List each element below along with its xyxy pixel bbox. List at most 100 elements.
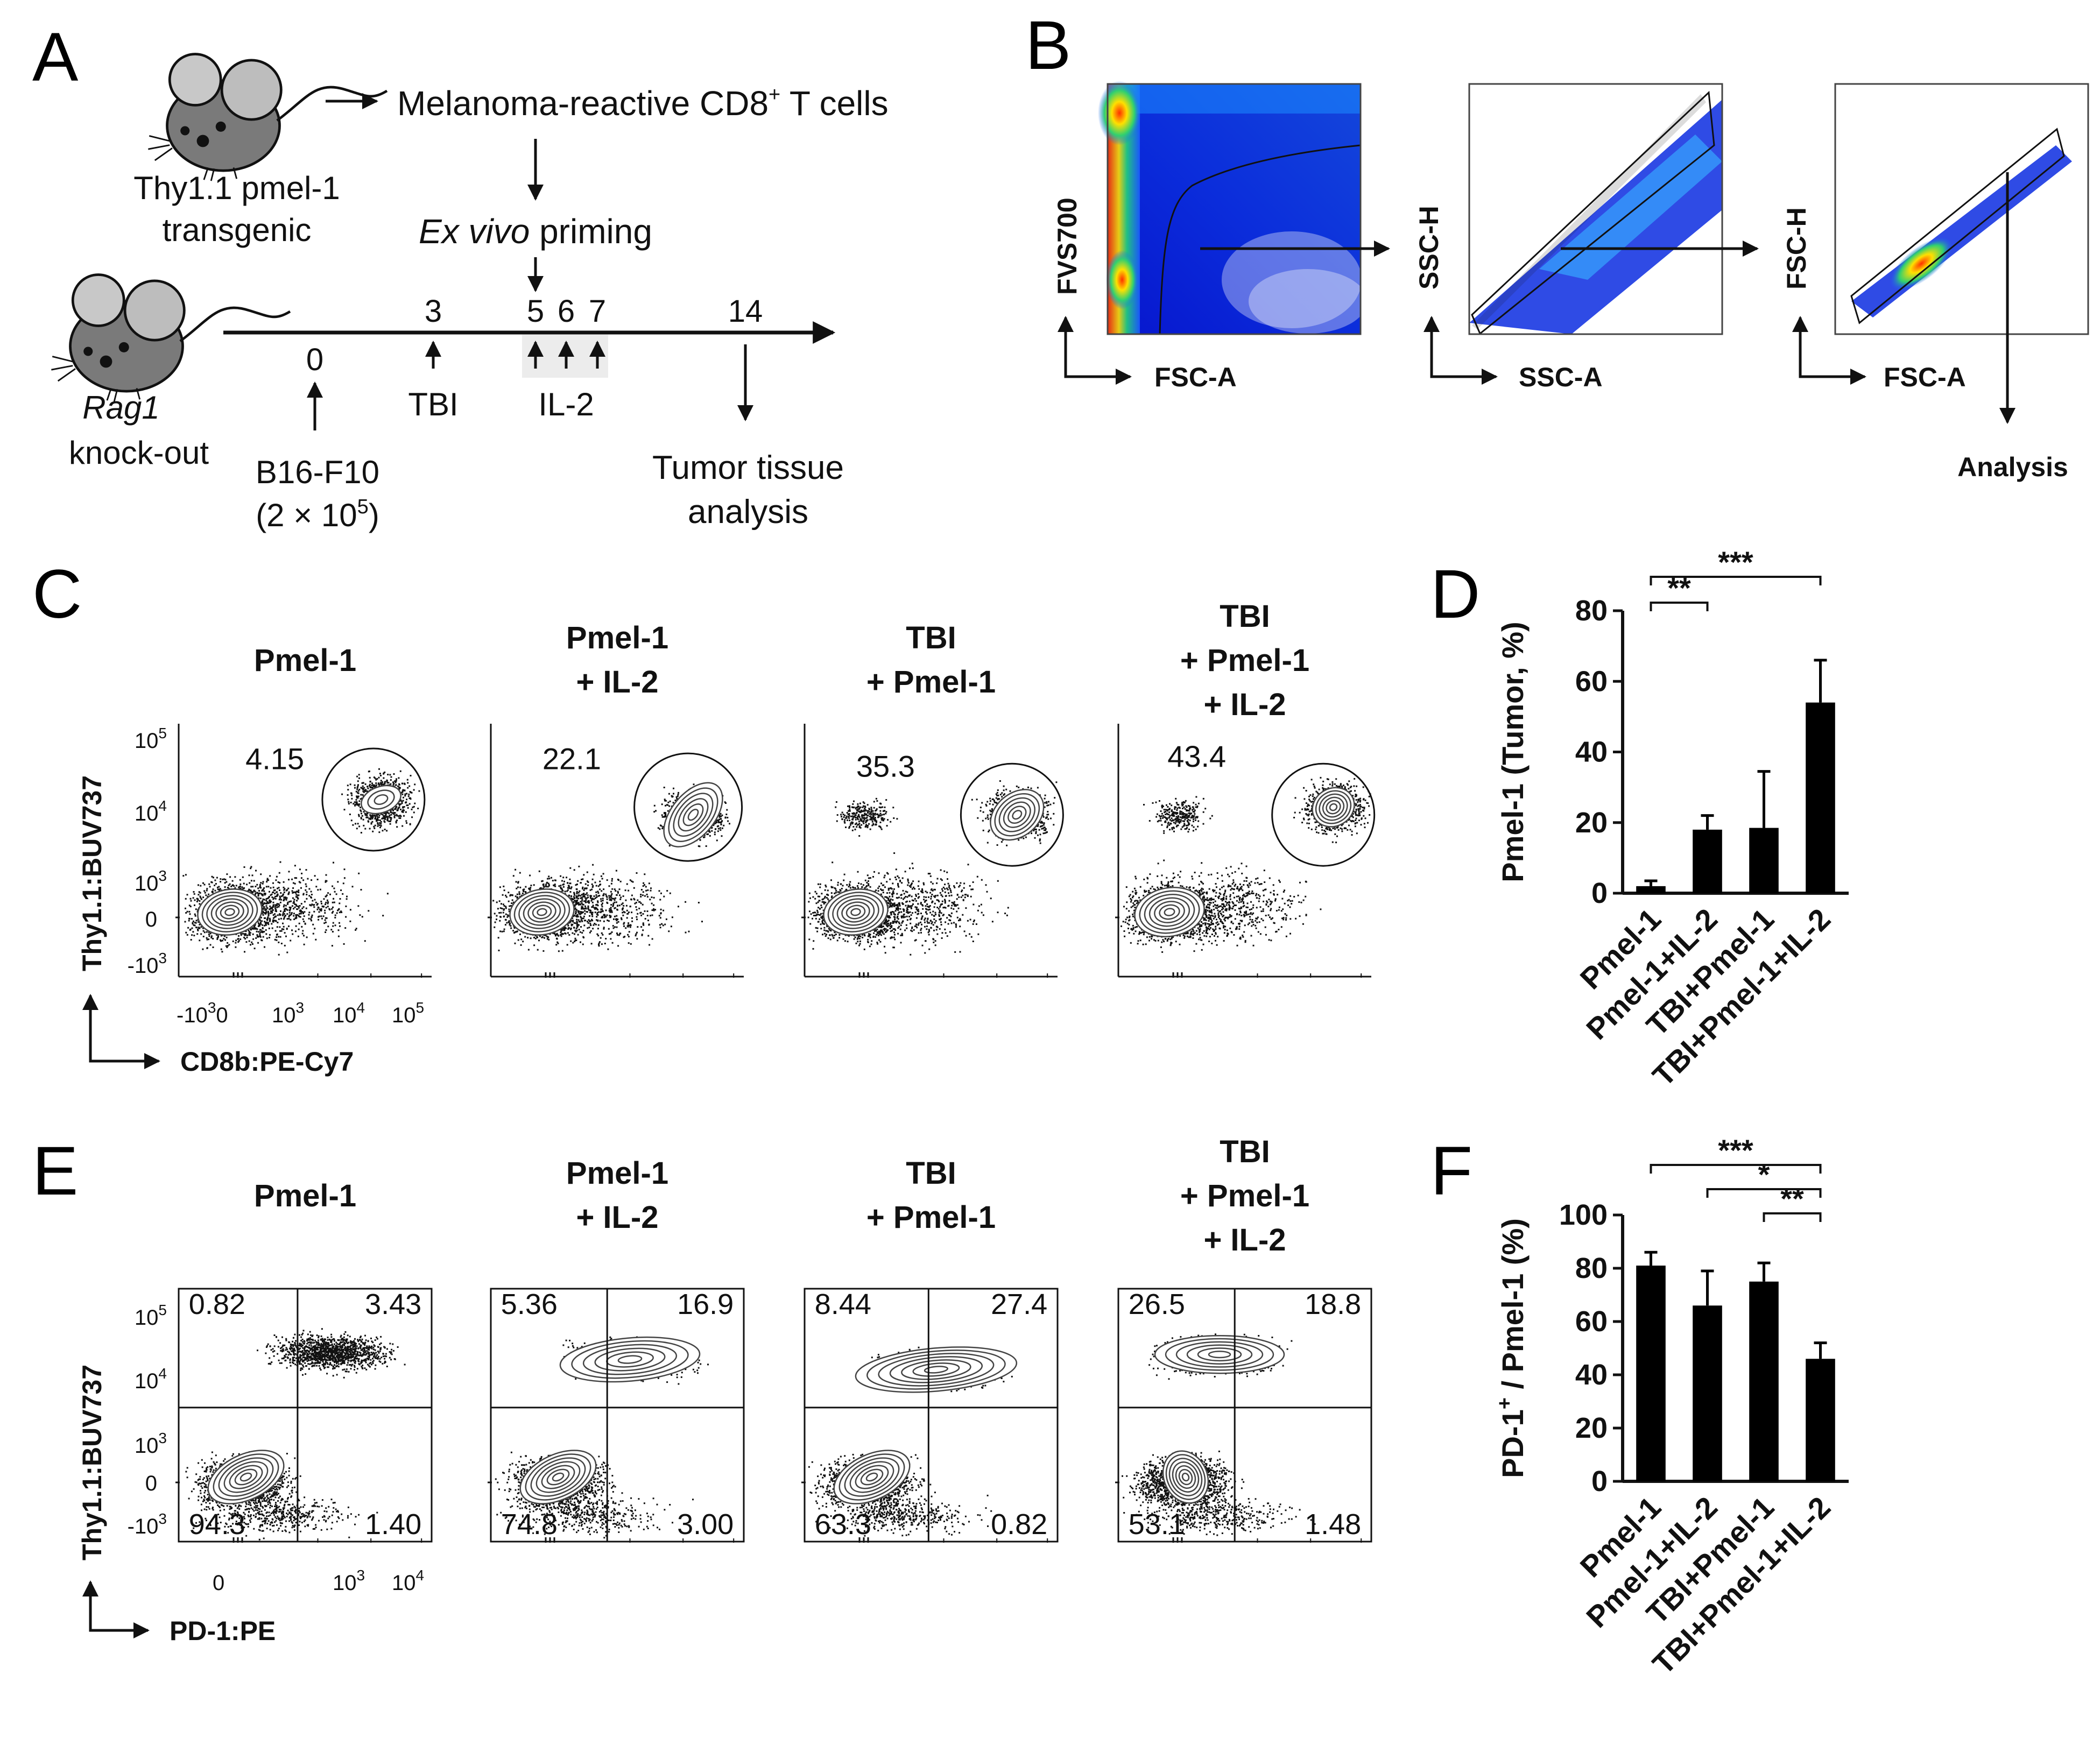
density-contour — [994, 793, 1040, 837]
bar-1 — [1636, 1266, 1666, 1481]
quadrant-percentage-ul: 8.44 — [815, 1288, 871, 1320]
density-contour — [617, 1355, 643, 1364]
density-contour — [220, 905, 240, 920]
quadrant-percentage-lr: 0.82 — [991, 1508, 1047, 1541]
density-contour — [1003, 801, 1031, 828]
panel-e: Thy1.1:BUV737 PD-1:PE 105 104 103 0 -103… — [77, 1134, 1372, 1646]
cd8-gate — [321, 747, 426, 852]
svg-text:-103: -103 — [128, 1510, 167, 1538]
density-contour — [234, 1468, 258, 1486]
significance-label: * — [1758, 1157, 1770, 1191]
svg-text:103: 103 — [135, 1430, 167, 1458]
density-contour — [1175, 1465, 1196, 1489]
priming-label: Ex vivo priming — [419, 212, 652, 251]
density-contour — [1178, 1468, 1193, 1486]
density-contour — [827, 892, 884, 932]
donor-label-line1: Thy1.1 pmel-1 — [133, 170, 340, 206]
host-label-line1: Rag1 — [82, 390, 159, 426]
panel-letter-e: E — [32, 1133, 78, 1210]
panel-c-group-title-line: + IL-2 — [1203, 687, 1286, 722]
cd8-gate — [1271, 762, 1376, 867]
density-contour — [239, 1472, 252, 1482]
y-tick-label: 80 — [1575, 595, 1608, 627]
quadrant-percentage-ur: 27.4 — [991, 1288, 1047, 1320]
panel-c-group-title-line: + Pmel-1 — [866, 665, 996, 700]
bar-1 — [1636, 886, 1666, 893]
scatter-dots — [182, 875, 286, 953]
density-contour — [374, 794, 389, 805]
density-contour — [838, 1453, 905, 1501]
quadrant-percentage-ll: 74.8 — [501, 1508, 558, 1541]
plot-frame — [490, 1288, 745, 1543]
density-contour — [1134, 887, 1205, 937]
panel-letter-c: C — [32, 556, 82, 633]
cells-label: Melanoma-reactive CD8+ T cells — [397, 83, 889, 123]
density-contour — [541, 1465, 575, 1489]
density-contour — [678, 798, 709, 832]
tumor-label-line1: B16-F10 — [256, 454, 379, 490]
bar-4 — [1806, 1359, 1835, 1481]
y-axis-label: PD-1+ / Pmel-1 (%) — [1493, 1218, 1530, 1478]
quadrant-percentage-ul: 0.82 — [189, 1288, 245, 1320]
day-5: 5 — [527, 294, 544, 329]
density-contour — [224, 908, 235, 916]
panel-c-xticks: -1030 103 104 105 — [177, 999, 424, 1027]
quadrant-percentage-lr: 1.48 — [1305, 1508, 1361, 1541]
density-contour — [889, 1356, 983, 1383]
svg-text:104: 104 — [135, 1365, 167, 1393]
density-contour — [559, 1336, 701, 1383]
bar-3 — [1749, 828, 1779, 893]
y-tick-label: 60 — [1575, 665, 1608, 697]
quadrant-percentage-lr: 1.40 — [365, 1508, 421, 1541]
flow-plot-e-1: Pmel-1 0.82 3.43 94.3 1.40 — [175, 1178, 433, 1543]
density-contour — [663, 782, 723, 847]
significance-bracket — [1706, 1188, 1822, 1198]
svg-text:-1030: -1030 — [177, 999, 228, 1027]
y-tick-label: 20 — [1575, 807, 1608, 839]
quadrant-percentage-ll: 63.3 — [815, 1508, 871, 1541]
day-3: 3 — [425, 294, 442, 329]
plot1-ylabel: FVS700 — [1052, 197, 1082, 295]
panel-letter-f: F — [1430, 1133, 1472, 1210]
day-7: 7 — [589, 294, 606, 329]
density-contour — [1165, 1454, 1206, 1500]
density-contour — [571, 1340, 689, 1379]
density-contour — [197, 888, 263, 936]
svg-text:103: 103 — [135, 867, 167, 895]
panel-c-ylabel: Thy1.1:BUV737 — [77, 775, 107, 971]
flow-plot-c-1: Pmel-1 4.15 — [175, 643, 432, 978]
tumor-label-line2: (2 × 105) — [256, 496, 379, 533]
density-contour — [218, 1457, 274, 1497]
y-tick-label: 80 — [1575, 1252, 1608, 1284]
density-contour — [833, 1450, 911, 1504]
y-axis-label: Pmel-1 (Tumor, %) — [1496, 621, 1530, 882]
panel-e-group-title-line: Pmel-1 — [566, 1156, 668, 1191]
panel-e-group-title-line: + IL-2 — [1203, 1223, 1286, 1257]
density-contour — [1197, 1347, 1242, 1362]
panel-e-group-title-line: Pmel-1 — [254, 1178, 356, 1213]
quadrant-percentage-ul: 26.5 — [1129, 1288, 1185, 1320]
scatter-dots — [1129, 859, 1322, 953]
flow-plot-c-4: TBI + Pmel-1 + IL-2 43.4 — [1115, 599, 1376, 978]
density-contour — [860, 1468, 884, 1486]
analysis-label-line2: analysis — [688, 493, 808, 531]
day-0: 0 — [306, 342, 323, 377]
y-tick-label: 20 — [1575, 1412, 1608, 1444]
flow-plot-e-3: TBI + Pmel-1 8.44 27.4 63.3 0.82 — [801, 1156, 1059, 1543]
gate-percentage: 22.1 — [542, 742, 601, 776]
density-contour — [523, 898, 561, 926]
quadrant-percentage-ll: 94.3 — [189, 1508, 245, 1541]
density-contour — [1164, 908, 1175, 916]
scatter-dots — [1143, 796, 1213, 834]
y-tick-label: 40 — [1575, 736, 1608, 768]
gate-percentage: 43.4 — [1167, 739, 1226, 773]
quadrant-percentage-ul: 5.36 — [501, 1288, 558, 1320]
quadrant-percentage-ll: 53.1 — [1129, 1508, 1185, 1541]
density-contour — [998, 797, 1035, 832]
bar-4 — [1806, 702, 1835, 893]
density-contour — [1148, 897, 1190, 927]
panel-e-yticks: 105 104 103 0 -103 — [128, 1302, 167, 1538]
density-contour — [509, 888, 575, 936]
panel-c-group-title-line: Pmel-1 — [566, 620, 668, 655]
svg-text:104: 104 — [333, 999, 365, 1027]
